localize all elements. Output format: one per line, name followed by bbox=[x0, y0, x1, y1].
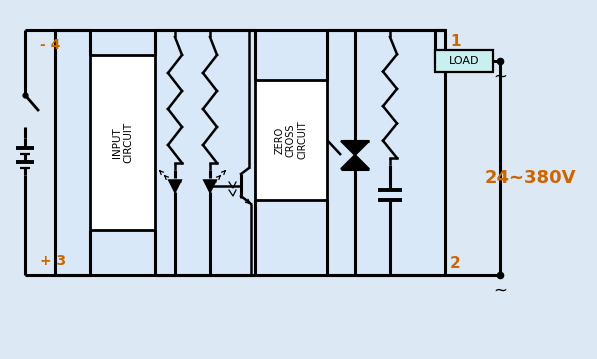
Text: LOAD: LOAD bbox=[449, 56, 479, 66]
Text: ZERO
CROSS
CIRCUIT: ZERO CROSS CIRCUIT bbox=[275, 121, 307, 159]
Bar bbox=[90, 55, 155, 230]
Polygon shape bbox=[341, 155, 369, 169]
Polygon shape bbox=[170, 181, 180, 191]
Text: ~: ~ bbox=[493, 282, 507, 300]
Bar bbox=[55, 30, 445, 275]
Bar bbox=[255, 80, 327, 200]
Polygon shape bbox=[341, 141, 369, 155]
Text: ~: ~ bbox=[493, 68, 507, 86]
Text: 24~380V: 24~380V bbox=[484, 169, 576, 187]
Text: INPUT
CIRCUIT: INPUT CIRCUIT bbox=[112, 122, 133, 163]
Polygon shape bbox=[205, 181, 216, 191]
Text: + 3: + 3 bbox=[40, 254, 66, 268]
Bar bbox=[435, 50, 493, 72]
Text: 1: 1 bbox=[450, 34, 460, 49]
Text: - 4: - 4 bbox=[40, 38, 60, 52]
Text: 2: 2 bbox=[450, 256, 461, 271]
